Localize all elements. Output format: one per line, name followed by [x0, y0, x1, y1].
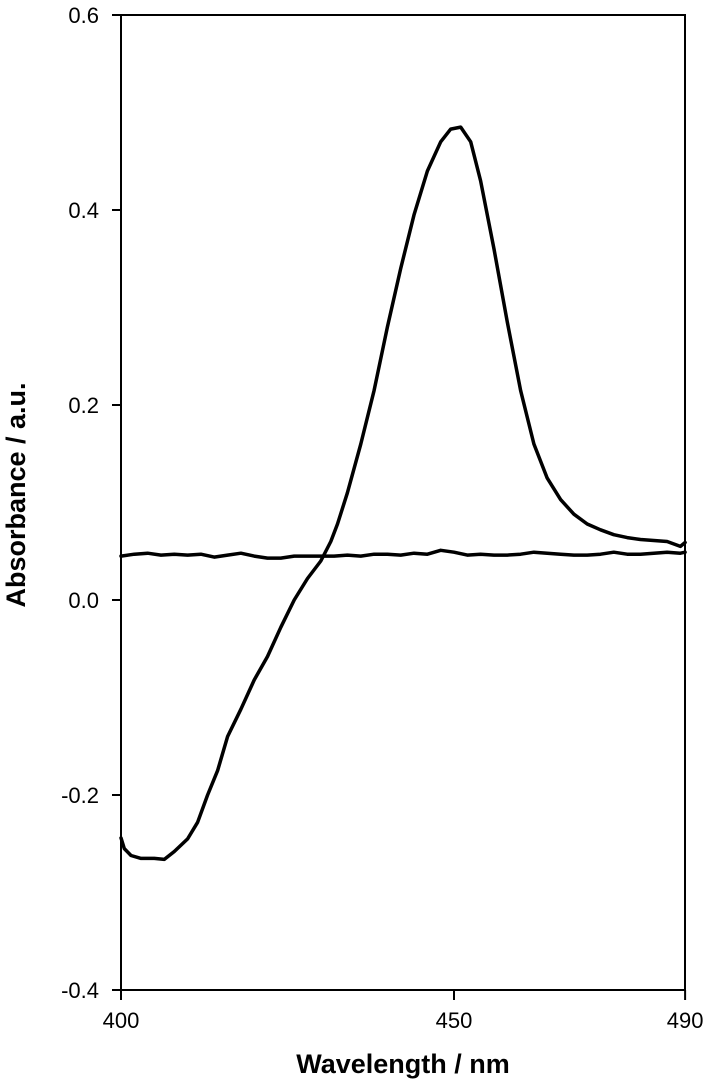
y-axis-ticks: 0.6 0.4 0.2 0.0 -0.2 -0.4 — [61, 3, 121, 1003]
series-layer — [119, 125, 687, 862]
y-tick-label: -0.4 — [61, 978, 99, 1003]
series-line-spectrum — [119, 125, 687, 862]
y-tick-label: 0.6 — [68, 3, 99, 28]
y-axis-title: Absorbance / a.u. — [1, 382, 31, 607]
x-axis-ticks: 400 450 490 — [103, 990, 704, 1033]
y-tick-label: 0.2 — [68, 393, 99, 418]
y-tick-label: -0.2 — [61, 783, 99, 808]
x-tick-label: 490 — [667, 1008, 704, 1033]
plot-frame — [120, 14, 686, 991]
x-tick-label: 450 — [436, 1008, 473, 1033]
y-tick-label: 0.4 — [68, 198, 99, 223]
x-axis-title: Wavelength / nm — [296, 1049, 510, 1079]
x-tick-label: 400 — [103, 1008, 140, 1033]
series-line-baseline — [119, 548, 687, 560]
y-tick-label: 0.0 — [68, 588, 99, 613]
plot-area: 0.6 0.4 0.2 0.0 -0.2 -0.4 400 450 490 — [61, 3, 703, 1033]
